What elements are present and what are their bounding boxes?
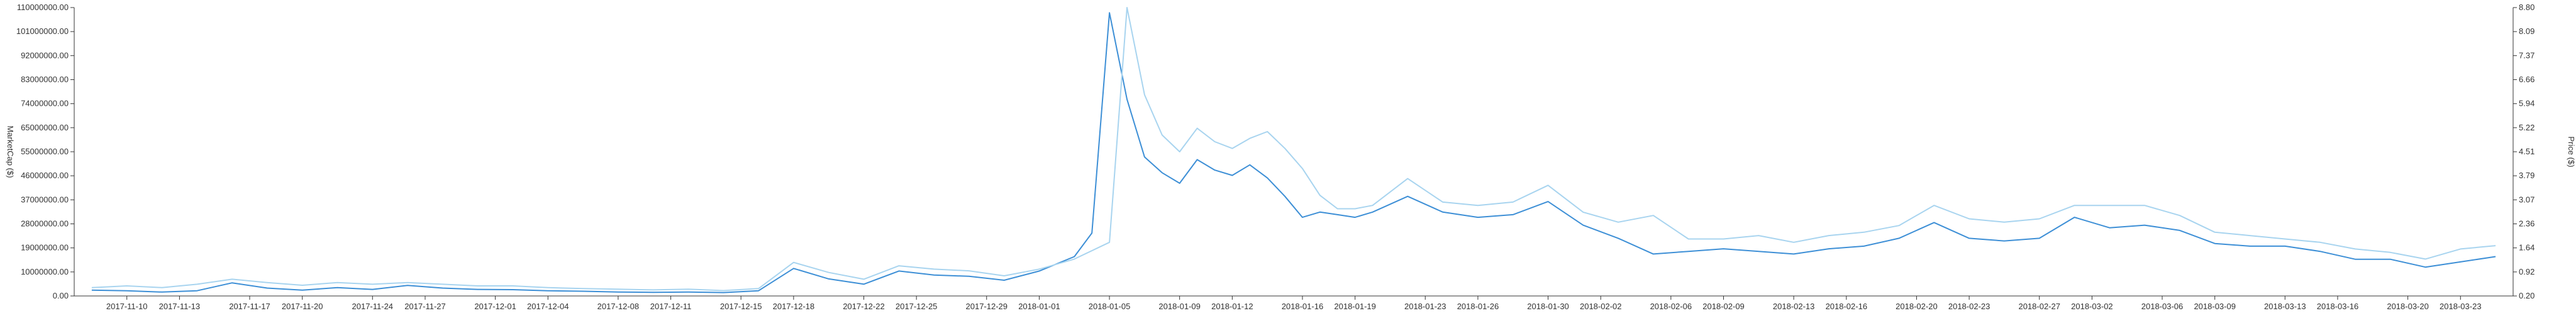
y-right-tick-label: 6.66	[2519, 75, 2534, 84]
y-right-tick-label: 7.37	[2519, 50, 2534, 60]
y-left-tick-label: 92000000.00	[21, 50, 69, 60]
y-left-tick-label: 55000000.00	[21, 147, 69, 156]
x-tick-label: 2018-03-02	[2071, 302, 2113, 311]
y-right-tick-label: 2.36	[2519, 219, 2534, 229]
y-right-tick-label: 8.80	[2519, 3, 2534, 12]
y-left-tick-label: 10000000.00	[21, 267, 69, 276]
x-tick-label: 2018-01-19	[1334, 302, 1376, 311]
x-tick-label: 2017-11-17	[229, 302, 270, 311]
y-right-tick-label: 5.94	[2519, 99, 2534, 108]
y-left-tick-label: 19000000.00	[21, 243, 69, 253]
x-tick-label: 2017-12-22	[843, 302, 885, 311]
y-right-tick-label: 0.20	[2519, 291, 2534, 300]
y-left-tick-label: 83000000.00	[21, 75, 69, 84]
x-tick-label: 2018-01-12	[1211, 302, 1253, 311]
y-right-tick-label: 5.22	[2519, 123, 2534, 132]
y-left-tick-label: 74000000.00	[21, 99, 69, 108]
y-right-axis-title: Price ($)	[2567, 136, 2576, 167]
y-left-axis-title: MarketCap ($)	[6, 125, 15, 178]
x-tick-label: 2018-02-09	[1702, 302, 1745, 311]
x-tick-label: 2018-01-30	[1527, 302, 1569, 311]
x-tick-label: 2017-12-08	[597, 302, 640, 311]
x-tick-label: 2018-03-06	[2141, 302, 2184, 311]
y-right-tick-label: 1.64	[2519, 243, 2534, 253]
x-tick-label: 2018-01-09	[1158, 302, 1201, 311]
y-right-tick-label: 4.51	[2519, 147, 2534, 156]
x-tick-label: 2018-03-16	[2317, 302, 2359, 311]
x-tick-label: 2018-02-02	[1580, 302, 1622, 311]
x-tick-label: 2017-11-10	[106, 302, 148, 311]
x-tick-label: 2018-02-06	[1650, 302, 1692, 311]
x-tick-label: 2018-03-20	[2387, 302, 2429, 311]
x-tick-label: 2018-01-01	[1018, 302, 1060, 311]
x-tick-label: 2018-03-23	[2440, 302, 2482, 311]
x-tick-label: 2017-12-18	[773, 302, 815, 311]
y-left-tick-label: 46000000.00	[21, 171, 69, 180]
series-line-marketcap	[91, 12, 2496, 293]
x-tick-label: 2017-12-25	[896, 302, 938, 311]
x-tick-label: 2017-12-04	[527, 302, 569, 311]
x-tick-label: 2018-02-13	[1773, 302, 1815, 311]
x-tick-label: 2017-12-11	[650, 302, 692, 311]
x-tick-label: 2018-03-13	[2264, 302, 2306, 311]
x-tick-label: 2017-11-24	[352, 302, 394, 311]
x-tick-label: 2017-11-13	[159, 302, 201, 311]
x-tick-label: 2018-01-23	[1404, 302, 1446, 311]
y-left-tick-label: 37000000.00	[21, 195, 69, 204]
x-tick-label: 2017-11-20	[282, 302, 323, 311]
x-tick-label: 2018-01-26	[1457, 302, 1499, 311]
x-tick-label: 2018-01-05	[1089, 302, 1131, 311]
y-right-tick-label: 3.07	[2519, 195, 2534, 204]
x-tick-label: 2017-12-01	[474, 302, 516, 311]
x-tick-label: 2017-11-27	[404, 302, 446, 311]
y-left-tick-label: 0.00	[53, 291, 69, 300]
y-right-tick-label: 0.92	[2519, 267, 2534, 276]
y-left-tick-label: 28000000.00	[21, 219, 69, 229]
y-right-tick-label: 8.09	[2519, 26, 2534, 36]
series-line-price	[91, 7, 2496, 292]
x-tick-label: 2018-02-27	[2018, 302, 2060, 311]
y-left-tick-label: 101000000.00	[16, 26, 69, 36]
x-tick-label: 2018-02-23	[1948, 302, 1990, 311]
x-tick-label: 2018-02-16	[1826, 302, 1868, 311]
y-left-tick-label: 65000000.00	[21, 123, 69, 132]
x-tick-label: 2017-12-29	[966, 302, 1008, 311]
y-right-tick-label: 3.79	[2519, 171, 2534, 180]
x-tick-label: 2018-02-20	[1896, 302, 1938, 311]
x-tick-label: 2018-01-16	[1282, 302, 1324, 311]
x-tick-label: 2018-03-09	[2194, 302, 2236, 311]
y-left-tick-label: 110000000.00	[17, 3, 69, 12]
x-tick-label: 2017-12-15	[720, 302, 762, 311]
